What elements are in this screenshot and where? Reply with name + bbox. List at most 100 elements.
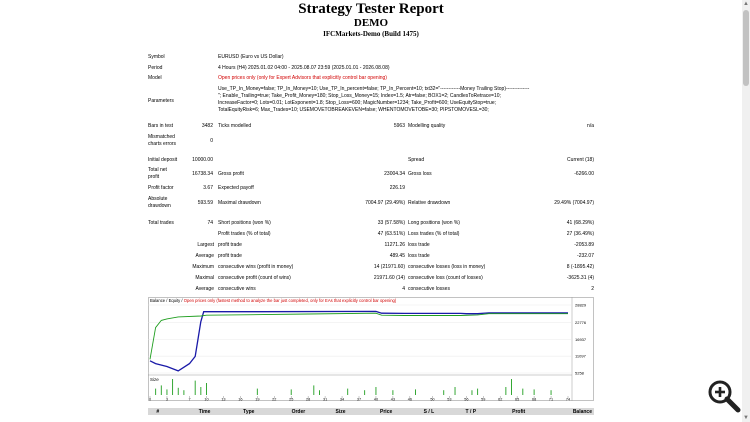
column-header: Profit <box>478 408 528 415</box>
maximal-drawdown-value: 7004.97 (29.49%) <box>365 200 405 206</box>
chart-legend: Balance / Equity / <box>150 298 184 303</box>
x-tick-label: 71 <box>549 398 553 402</box>
x-tick-label: 40 <box>374 398 378 402</box>
y-tick-label: 16937 <box>575 337 587 342</box>
column-header: Type <box>212 408 257 415</box>
expected-payoff-value: 226.19 <box>389 185 405 191</box>
parameters-line: "; Enable_Trailing=true; Take_Profit_Mon… <box>218 93 501 99</box>
largest-label: Largest <box>197 242 214 248</box>
avg-consecutive-losses-label: consecutive losses <box>408 286 450 292</box>
x-tick-label: 37 <box>357 398 361 402</box>
x-tick-label: 74 <box>566 398 570 402</box>
x-tick-label: 0 <box>149 398 151 402</box>
x-tick-label: 46 <box>408 398 412 402</box>
average-label: Average <box>195 253 214 259</box>
x-tick-label: 3 <box>166 398 168 402</box>
maximal-drawdown-label: Maximal drawdown <box>218 200 261 206</box>
profit-trades-label: Profit trades (% of total) <box>218 231 271 237</box>
absolute-drawdown-label-2: drawdown <box>148 203 171 209</box>
y-tick-label: 22776 <box>575 320 587 325</box>
profit-trades-value: 47 (63.51%) <box>377 231 405 237</box>
relative-drawdown-label: Relative drawdown <box>408 200 451 206</box>
x-tick-label: 65 <box>515 398 519 402</box>
mismatch-label: Mismatched <box>148 134 175 140</box>
y-tick-label: 5258 <box>575 371 585 376</box>
balance-series-line <box>149 310 568 372</box>
consecutive-loss-label: consecutive loss (count of losses) <box>408 275 483 281</box>
average-profit-value: 489.45 <box>389 253 405 259</box>
column-header: S / L <box>394 408 437 415</box>
average-profit-label: profit trade <box>218 253 242 259</box>
size-label: Size <box>150 377 159 382</box>
loss-trades-label: Loss trades (% of total) <box>408 231 460 237</box>
report-title: Strategy Tester Report <box>298 1 444 17</box>
ticks-value: 5963 <box>393 123 405 129</box>
x-tick-label: 22 <box>272 398 276 402</box>
ticks-label: Ticks modelled <box>218 123 252 129</box>
chart-legend-note: Open prices only (fastest method to anal… <box>184 298 397 303</box>
x-tick-label: 28 <box>306 398 310 402</box>
column-header: T / P <box>436 408 479 415</box>
vertical-scrollbar[interactable]: ▲ ▼ <box>742 0 750 422</box>
x-tick-label: 13 <box>221 398 225 402</box>
column-header: Size <box>307 408 348 415</box>
x-tick-label: 34 <box>340 398 344 402</box>
average-consecutive-label: Average <box>195 286 214 292</box>
absolute-drawdown-label: Absolute <box>148 196 168 202</box>
parameters-line: Use_TP_In_Money=false; TP_In_Money=10; U… <box>218 86 530 92</box>
x-tick-label: 7 <box>188 398 190 402</box>
report-subtitle: DEMO <box>353 17 389 29</box>
largest-profit-label: profit trade <box>218 242 242 248</box>
scroll-up-icon[interactable]: ▲ <box>743 1 749 7</box>
long-positions-value: 41 (68.29%) <box>566 220 594 226</box>
column-header: Balance <box>527 408 594 415</box>
avg-consecutive-wins-label: consecutive wins <box>218 286 256 292</box>
gross-profit-label: Gross profit <box>218 171 244 177</box>
parameters-line: IncreaseFactor=0; Lots=0.01; LotExponent… <box>218 100 497 106</box>
avg-consecutive-losses-value: 2 <box>591 286 594 292</box>
short-positions-label: Short positions (won %) <box>218 220 271 226</box>
scroll-down-icon[interactable]: ▼ <box>743 415 749 421</box>
model-label: Model <box>148 75 162 81</box>
bars-label: Bars in test <box>148 123 174 129</box>
x-tick-label: 19 <box>255 398 259 402</box>
period-value: 4 Hours (H4) 2025.01.02 04:00 - 2025.08.… <box>218 65 390 71</box>
x-tick-label: 62 <box>498 398 502 402</box>
x-tick-label: 16 <box>238 398 242 402</box>
x-tick-label: 53 <box>447 398 451 402</box>
x-tick-label: 56 <box>464 398 468 402</box>
absolute-drawdown-value: 593.59 <box>197 200 213 206</box>
x-tick-label: 25 <box>289 398 293 402</box>
consecutive-losses-money-value: 8 (-1895.42) <box>566 264 594 270</box>
y-tick-label: 28829 <box>575 303 587 308</box>
svg-text:Balance / Equity / Open prices: Balance / Equity / Open prices only (fas… <box>150 298 397 303</box>
total-trades-label: Total trades <box>148 220 174 226</box>
column-header: # <box>148 408 168 415</box>
y-tick-label: 11097 <box>575 354 587 359</box>
maximum-label: Maximum <box>192 264 214 270</box>
gross-loss-label: Gross loss <box>408 171 432 177</box>
avg-consecutive-wins-value: 4 <box>402 286 405 292</box>
period-label: Period <box>148 65 163 71</box>
maximal-label: Maximal <box>195 275 214 281</box>
column-header: Time <box>167 408 213 415</box>
long-positions-label: Long positions (won %) <box>408 220 460 226</box>
consecutive-wins-money-label: consecutive wins (profit in money) <box>218 264 294 270</box>
x-tick-label: 59 <box>481 398 485 402</box>
quality-value: n/a <box>587 123 594 129</box>
consecutive-loss-value: -3625.31 (4) <box>566 275 594 281</box>
deposit-label: Initial deposit <box>148 157 178 163</box>
average-loss-label: loss trade <box>408 253 430 259</box>
x-tick-label: 31 <box>323 398 327 402</box>
scroll-thumb[interactable] <box>743 10 749 86</box>
parameters-line: TotalEquityRisk=6; Max_Trades=10; USEMOV… <box>218 107 489 113</box>
report-server: IFCMarkets-Demo (Build 1475) <box>323 30 419 38</box>
mismatch-value: 0 <box>210 138 213 144</box>
symbol-label: Symbol <box>148 54 165 60</box>
largest-profit-value: 11271.26 <box>384 242 405 248</box>
short-positions-value: 33 (57.58%) <box>377 220 405 226</box>
zoom-in-icon[interactable] <box>707 379 741 413</box>
